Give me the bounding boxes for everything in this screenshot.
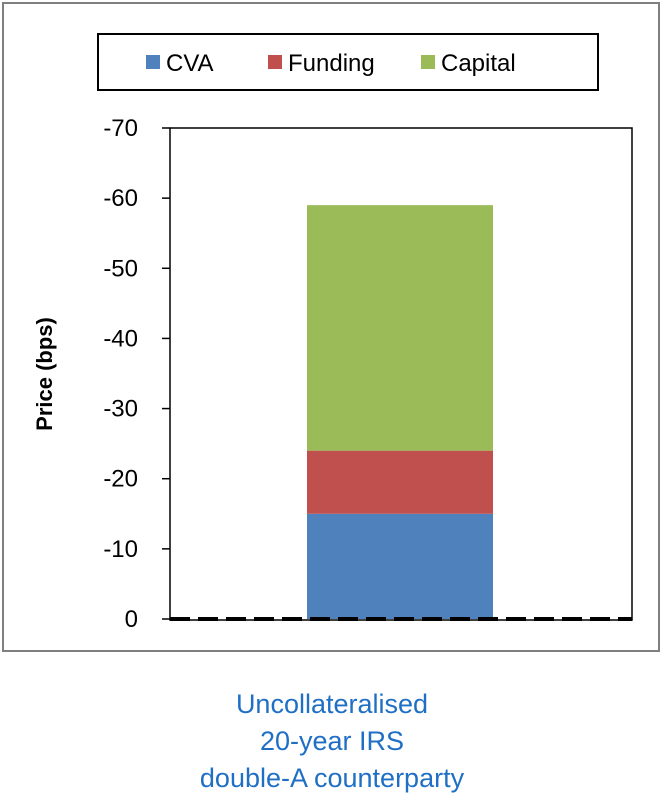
legend-label-cva: CVA [166,50,214,77]
y-tick-label: -50 [103,255,138,282]
legend-box [97,33,599,91]
y-tick-label: -10 [103,536,138,563]
legend-label-capital: Capital [441,50,516,77]
bar-segment-capital [307,205,493,451]
y-axis-label: Price (bps) [32,317,57,431]
bar-stack [307,205,493,619]
legend-swatch-funding [268,55,282,69]
chart-caption: Uncollateralised 20-year IRS double-A co… [0,686,664,797]
bar-segment-funding [307,450,493,514]
y-tick-label: -70 [103,115,138,142]
y-axis: 0 -10 -20 -30 -40 -50 -60 -70 [103,115,170,633]
bar-chart: CVA Funding Capital 0 -10 -20 -30 -40 -50 -60 -… [32,33,633,633]
caption-line-1: Uncollateralised [235,689,429,719]
y-tick-label: -20 [103,466,138,493]
y-tick-label: -60 [103,185,138,212]
legend-swatch-cva [146,55,160,69]
bar-segment-cva [307,513,493,619]
legend-label-funding: Funding [288,50,375,77]
caption-line-2: 20-year IRS [259,726,405,756]
legend: CVA Funding Capital [97,33,599,91]
y-tick-label: 0 [125,606,138,633]
y-tick-label: -40 [103,325,138,352]
y-tick-label: -30 [103,396,138,423]
legend-swatch-capital [421,55,435,69]
caption-line-3: double-A counterparty [199,763,465,793]
